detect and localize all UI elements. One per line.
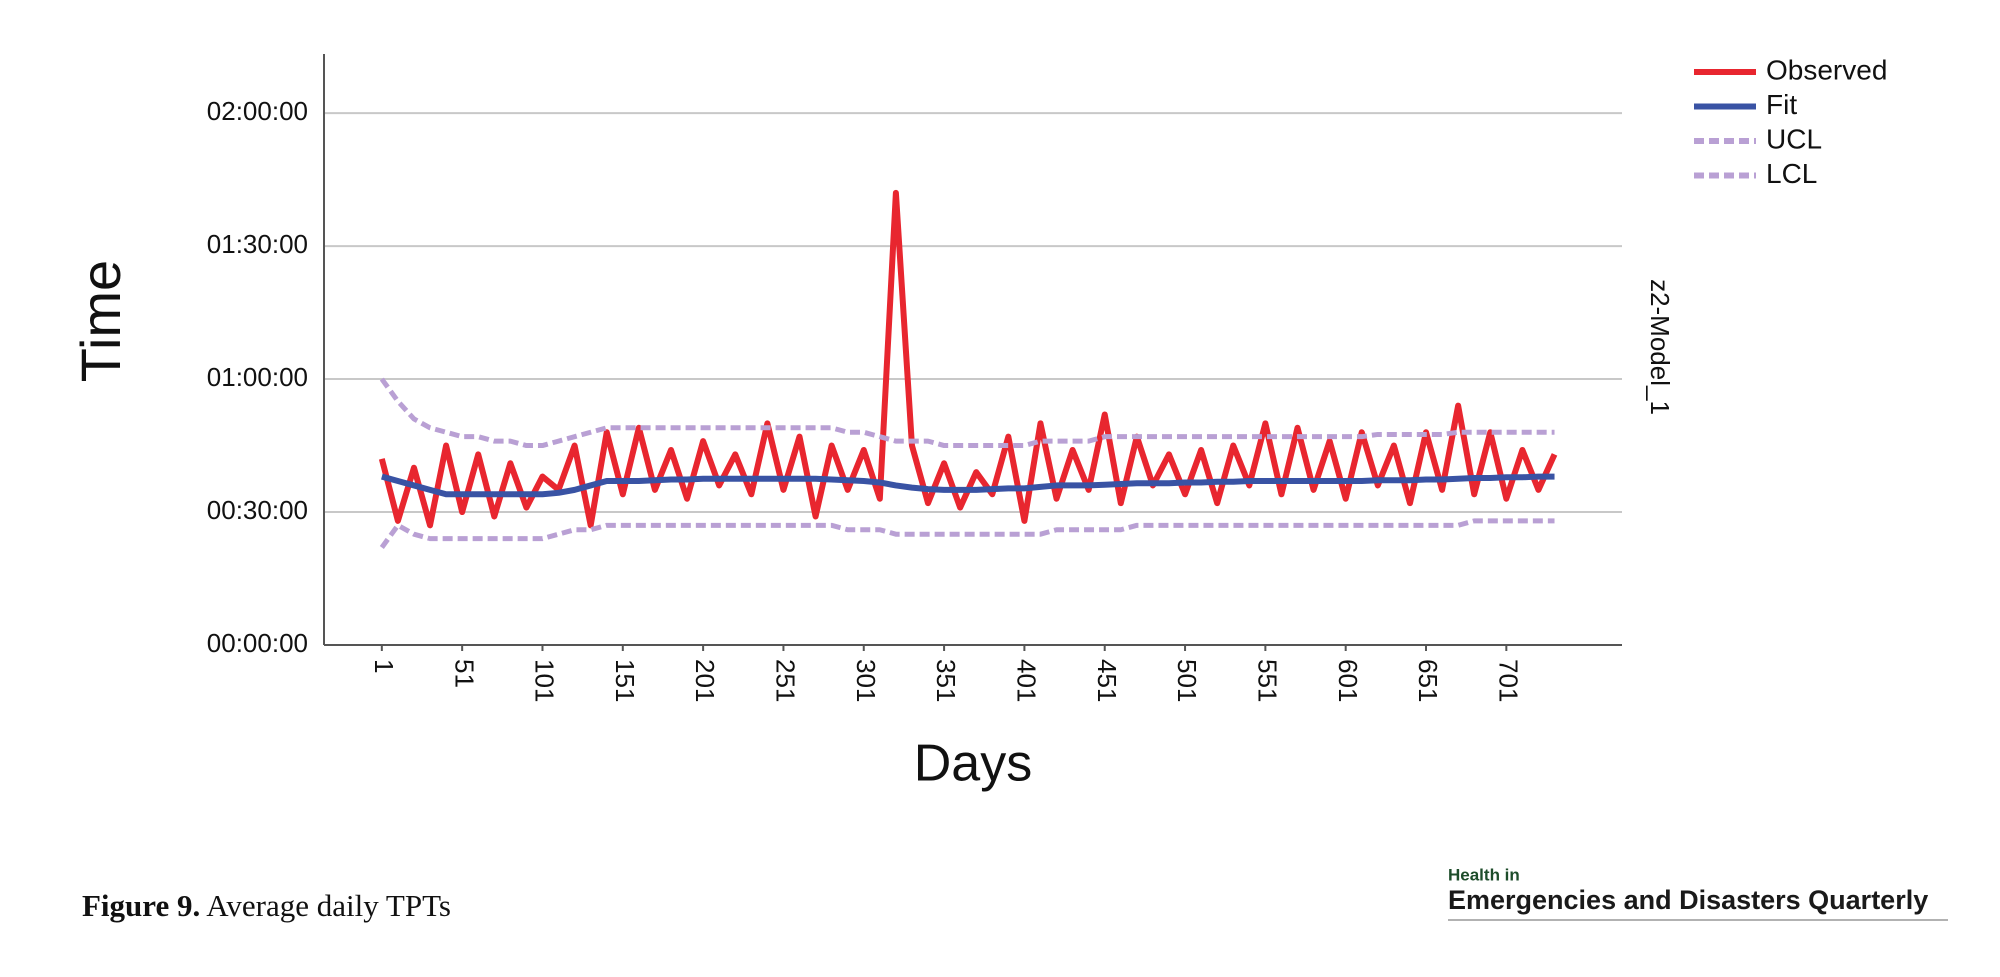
logo-line2: Emergencies and Disasters Quarterly (1448, 885, 1928, 915)
x-tick-label: 651 (1413, 659, 1443, 702)
x-tick-label: 501 (1172, 659, 1202, 702)
x-tick-label: 1 (369, 659, 399, 673)
series-line (379, 518, 1555, 549)
x-tick-label: 601 (1333, 659, 1363, 702)
x-tick-label: 701 (1493, 659, 1523, 702)
caption-label: Figure 9. (82, 888, 200, 923)
x-tick-label: 451 (1092, 659, 1122, 702)
x-tick-label: 551 (1252, 659, 1282, 702)
y-tick-label: 00:30:00 (207, 495, 308, 525)
y-tick-label: 00:00:00 (207, 628, 308, 658)
x-tick-label: 101 (530, 659, 560, 702)
x-tick-label: 301 (851, 659, 881, 702)
legend-label: UCL (1766, 123, 1822, 154)
caption-text: Average daily TPTs (206, 888, 451, 923)
x-tick-label: 401 (1012, 659, 1042, 702)
legend-label: LCL (1766, 158, 1817, 189)
y-axis-label: Time (69, 260, 132, 382)
legend-label: Observed (1766, 54, 1887, 85)
x-tick-label: 151 (610, 659, 640, 702)
legend-label: Fit (1766, 89, 1797, 120)
x-tick-label: 201 (690, 659, 720, 702)
caption: Figure 9. Average daily TPTs (82, 888, 451, 923)
x-tick-label: 251 (771, 659, 801, 702)
logo-line1: Health in (1448, 865, 1520, 884)
y-tick-label: 01:30:00 (207, 229, 308, 259)
x-tick-label: 351 (931, 659, 961, 702)
series-line (379, 377, 1555, 449)
x-tick-label: 51 (449, 659, 479, 688)
y-tick-label: 02:00:00 (207, 96, 308, 126)
series-line (378, 189, 1558, 529)
y-tick-label: 01:00:00 (207, 362, 308, 392)
x-axis-label: Days (914, 735, 1032, 793)
series-line (381, 473, 1555, 498)
side-label: z2-Model_1 (1645, 279, 1675, 415)
